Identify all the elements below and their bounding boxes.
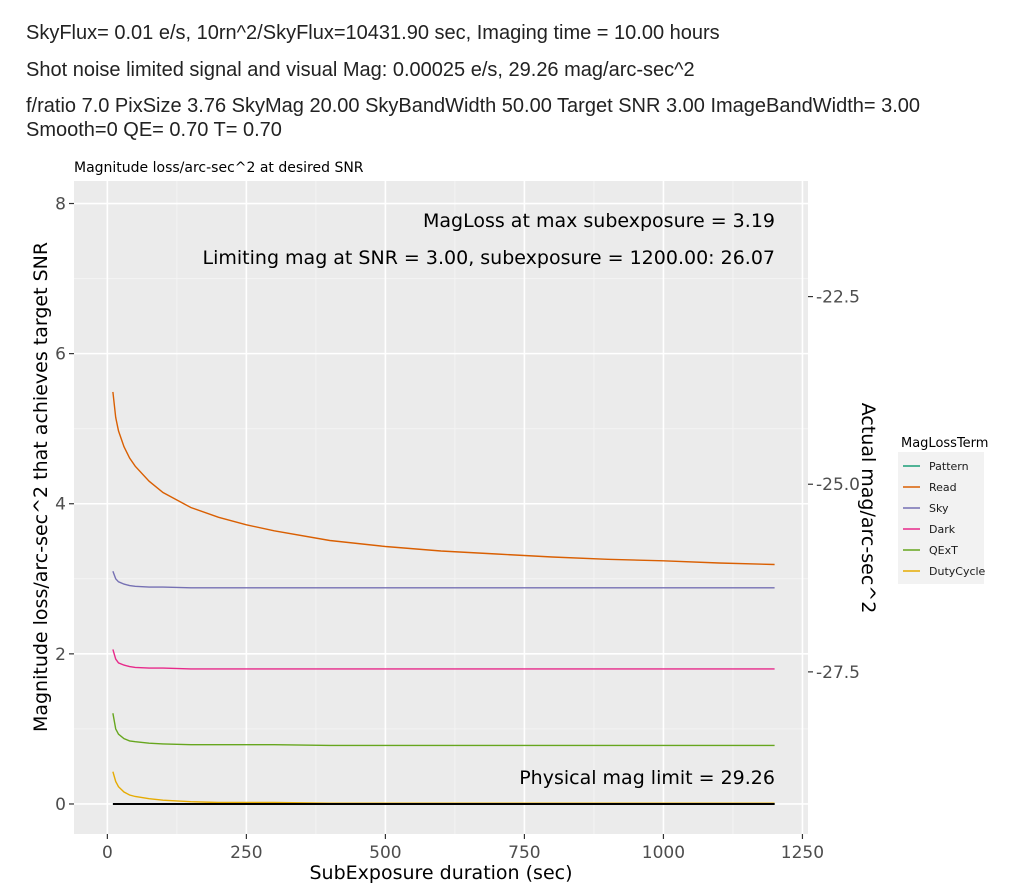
legend-title: MagLossTerm xyxy=(901,436,988,451)
x-tick-label: 250 xyxy=(230,843,262,863)
axes-layer: 0 250 500 750 1000 1250 0 2 4 6 8 -22.5 -25.0 -27.5 xyxy=(55,195,860,863)
x-tick-label: 1250 xyxy=(781,843,824,863)
y-tick-label: 6 xyxy=(55,345,66,365)
grid-major xyxy=(74,181,808,834)
legend-label-read: Read xyxy=(929,481,957,494)
y-tick-label: 4 xyxy=(55,495,66,515)
x-tick-label: 750 xyxy=(508,843,540,863)
y2-tick-label: -22.5 xyxy=(816,288,860,308)
y-tick-label: 8 xyxy=(55,195,66,215)
x-tick-label: 0 xyxy=(102,843,113,863)
series-line-sky xyxy=(112,571,775,589)
header-line-sky-flux: SkyFlux= 0.01 e/s, 10rn^2/SkyFlux=10431.… xyxy=(26,22,720,44)
annotation-physical-limit: Physical mag limit = 29.26 xyxy=(519,767,775,789)
legend-label-dark: Dark xyxy=(929,523,956,536)
header-line-parameters: f/ratio 7.0 PixSize 3.76 SkyMag 20.00 Sk… xyxy=(26,95,921,117)
header-line-shot-noise: Shot noise limited signal and visual Mag… xyxy=(26,59,695,81)
legend-label-qext: QExT xyxy=(929,544,958,557)
grid-minor xyxy=(74,181,808,834)
series-layer xyxy=(112,391,775,805)
legend-background xyxy=(898,452,984,584)
annotation-magloss-max: MagLoss at max subexposure = 3.19 xyxy=(423,210,775,232)
plot-panel xyxy=(74,181,808,834)
header-line-parameters-cont: Smooth=0 QE= 0.70 T= 0.70 xyxy=(26,119,282,141)
annotation-limiting-mag: Limiting mag at SNR = 3.00, subexposure … xyxy=(203,247,775,269)
x-tick-label: 500 xyxy=(369,843,401,863)
legend: MagLossTerm Pattern Read Sky Dark QExT DutyCy… xyxy=(898,436,988,584)
legend-label-sky: Sky xyxy=(929,502,949,515)
y-tick-label: 0 xyxy=(55,795,66,815)
series-line-read xyxy=(112,391,775,566)
chart-title: Magnitude loss/arc-sec^2 at desired SNR xyxy=(74,160,364,176)
y2-tick-label: -27.5 xyxy=(816,663,860,683)
y-axis-title: Magnitude loss/arc-sec^2 that achieves t… xyxy=(30,242,52,732)
x-tick-label: 1000 xyxy=(642,843,685,863)
y-tick-label: 2 xyxy=(55,645,66,665)
series-line-dark xyxy=(112,649,775,670)
y2-tick-label: -25.0 xyxy=(816,475,860,495)
y2-axis-title: Actual mag/arc-sec^2 xyxy=(857,403,879,614)
x-axis-title: SubExposure duration (sec) xyxy=(309,862,572,884)
legend-label-pattern: Pattern xyxy=(929,460,969,473)
series-line-qext xyxy=(112,713,775,747)
legend-label-dutycycle: DutyCycle xyxy=(929,565,986,578)
